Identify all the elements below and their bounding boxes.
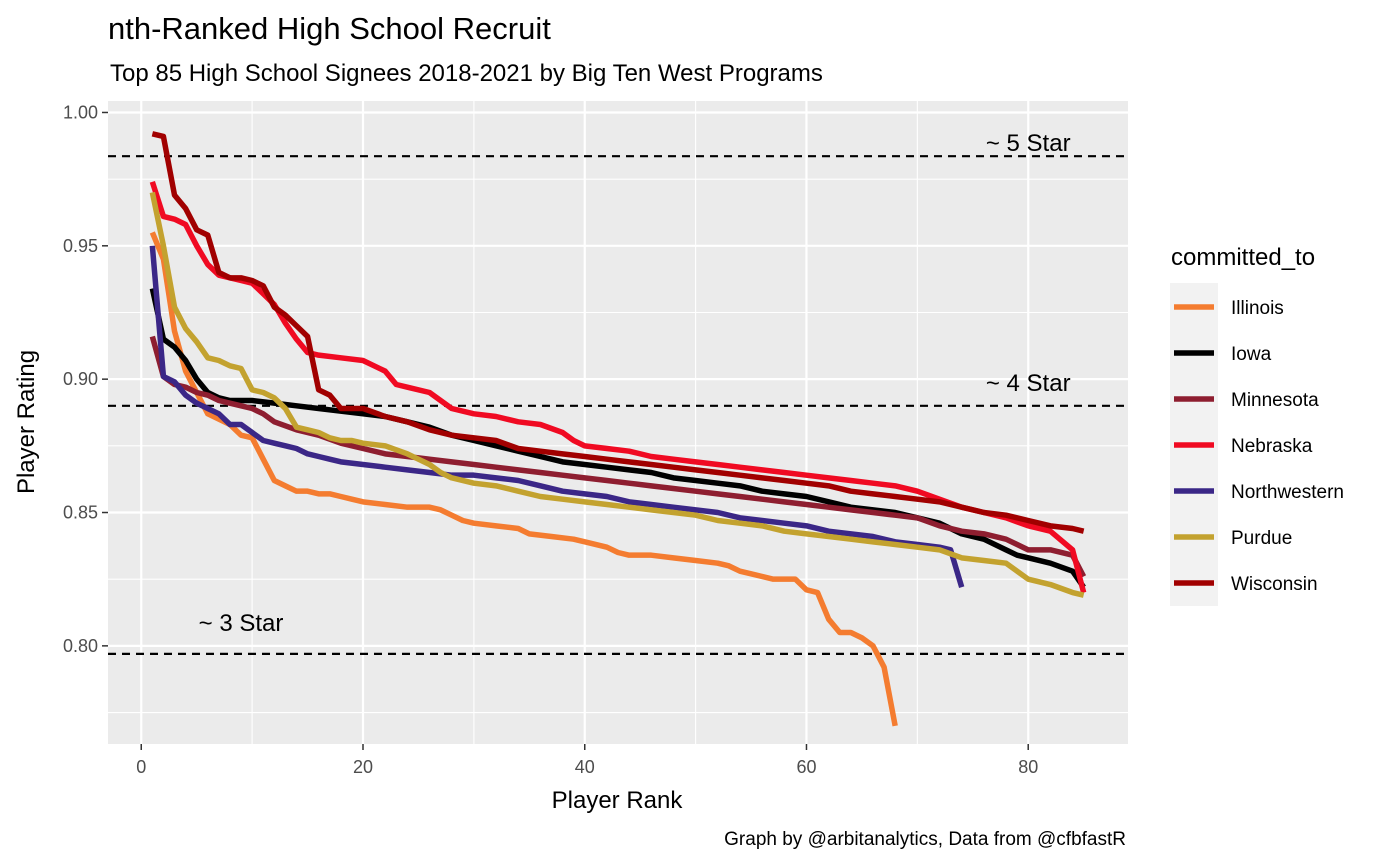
y-axis: 0.80 0.85 0.90 0.95 1.00	[63, 102, 108, 656]
series-line-minnesota	[149, 335, 1087, 578]
legend-label-illinois: Illinois	[1231, 298, 1284, 319]
y-tick-label: 1.00	[63, 102, 98, 122]
x-tick-label: 80	[1018, 757, 1038, 777]
chart-caption: Graph by @arbitanalytics, Data from @cfb…	[724, 829, 1126, 850]
x-tick-label: 60	[796, 757, 816, 777]
plot-panel	[108, 101, 1128, 744]
legend: Illinois Iowa Minnesota Nebraska Northwester…	[1174, 298, 1344, 595]
y-tick-label: 0.80	[63, 636, 98, 656]
x-tick-label: 40	[575, 757, 595, 777]
series-line-purdue	[149, 191, 1085, 598]
x-tick-label: 0	[136, 757, 146, 777]
y-tick-label: 0.85	[63, 503, 98, 523]
y-axis-title: Player Rating	[13, 350, 40, 494]
y-tick-label: 0.90	[63, 369, 98, 389]
reference-line-label: ~ 3 Star	[199, 610, 284, 637]
series-line-illinois	[149, 231, 898, 727]
legend-title: committed_to	[1171, 244, 1315, 271]
legend-label-nebraska: Nebraska	[1231, 436, 1313, 457]
reference-line-label: ~ 5 Star	[986, 130, 1071, 157]
x-axis: 0 20 40 60 80	[136, 744, 1038, 777]
legend-label-northwestern: Northwestern	[1231, 482, 1344, 503]
chart-subtitle: Top 85 High School Signees 2018-2021 by …	[110, 60, 823, 87]
legend-label-purdue: Purdue	[1231, 528, 1292, 549]
x-axis-title: Player Rank	[552, 787, 684, 814]
series-line-nebraska	[149, 180, 1087, 594]
x-tick-label: 20	[353, 757, 373, 777]
reference-line-label: ~ 4 Star	[986, 370, 1071, 397]
legend-label-minnesota: Minnesota	[1231, 390, 1319, 411]
legend-label-iowa: Iowa	[1231, 344, 1272, 365]
series-line-northwestern	[149, 245, 965, 588]
series-layer	[149, 131, 1087, 727]
legend-label-wisconsin: Wisconsin	[1231, 574, 1318, 595]
series-line-wisconsin	[151, 131, 1085, 534]
y-tick-label: 0.95	[63, 236, 98, 256]
chart-title: nth-Ranked High School Recruit	[108, 11, 551, 46]
